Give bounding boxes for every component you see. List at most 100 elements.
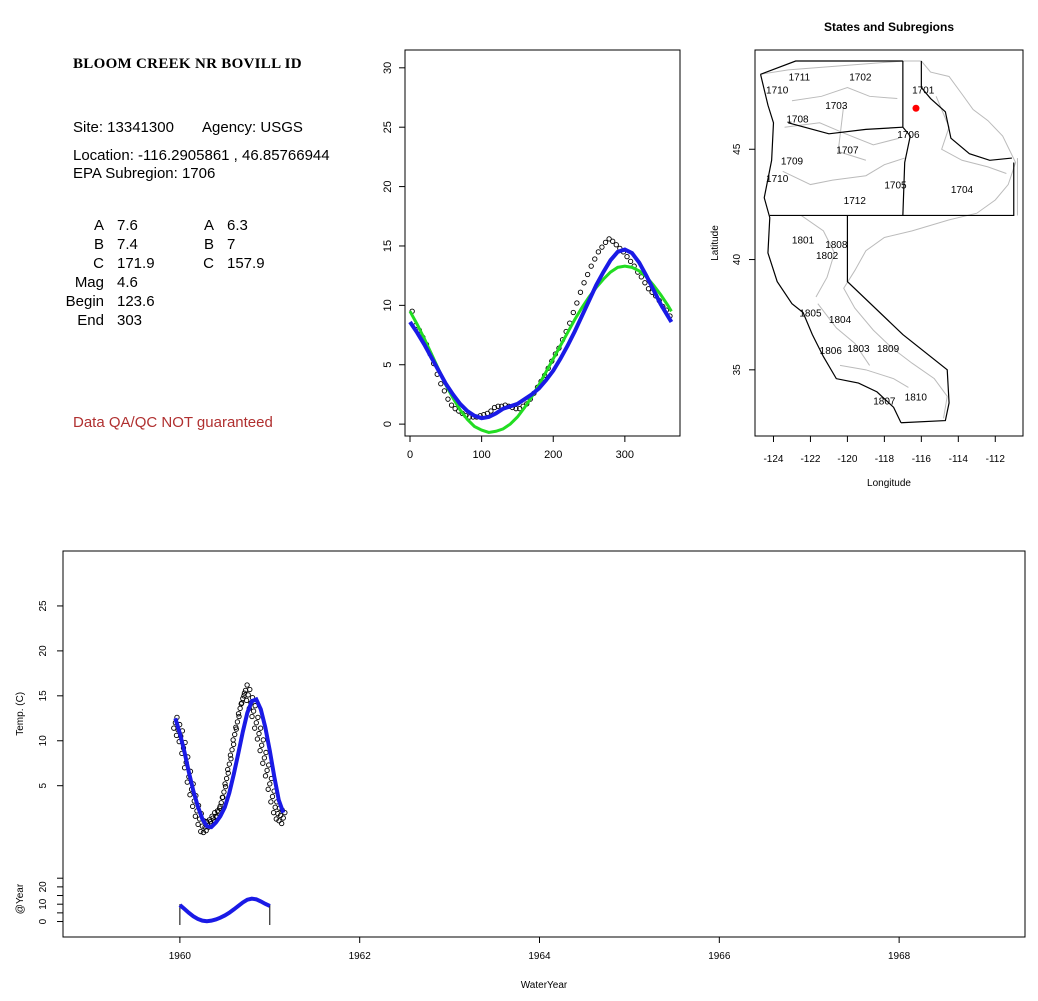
y-tick-label: 15 [38, 690, 49, 702]
data-point [234, 719, 241, 725]
data-point [265, 786, 271, 792]
qa-note: Data QA/QC NOT guaranteed [73, 414, 273, 431]
region-label: 1709 [781, 156, 804, 167]
param-right-value: 6.3 [227, 217, 248, 234]
data-point [244, 682, 250, 688]
x-tick-label: -118 [875, 454, 895, 465]
data-point [229, 747, 235, 753]
region-label: 1712 [844, 196, 867, 207]
data-point [223, 775, 230, 782]
data-point [256, 730, 262, 737]
region-boundary [784, 122, 900, 146]
site-number: Site: 13341300 [73, 119, 174, 136]
param-left-value: 7.4 [117, 236, 138, 253]
data-point [581, 280, 587, 286]
region-boundary [791, 86, 898, 102]
inset-y-tick-label: 0 [38, 918, 49, 924]
data-point [445, 396, 451, 402]
state-border [769, 162, 1015, 217]
data-point [198, 828, 204, 835]
data-point [277, 812, 284, 819]
data-point [230, 737, 236, 743]
region-label: 1809 [877, 344, 900, 355]
location: Location: -116.2905861 , 46.85766944 [73, 147, 330, 164]
state-border [760, 60, 903, 75]
x-tick-label: 1960 [169, 951, 192, 962]
data-point [259, 742, 265, 748]
data-point [225, 770, 231, 776]
data-point [574, 300, 580, 306]
data-point [219, 794, 225, 801]
data-point [236, 713, 242, 720]
agency: Agency: USGS [202, 119, 303, 136]
x-tick-label: 200 [544, 449, 562, 461]
y-tick-label: 20 [38, 645, 49, 657]
data-point [228, 756, 234, 762]
region-boundary [817, 303, 871, 366]
data-point [516, 406, 523, 412]
param-right-name: C [203, 255, 214, 272]
data-point [225, 766, 231, 773]
param-right-value: 7 [227, 236, 236, 253]
y-tick-label: 5 [382, 362, 394, 368]
data-point [280, 815, 286, 821]
region-label: 1702 [849, 72, 872, 83]
param-left-name: End [77, 312, 104, 329]
y-axis-label: Latitude [710, 225, 721, 261]
data-point [267, 781, 273, 787]
data-point [252, 725, 258, 731]
data-point [254, 736, 261, 742]
data-point [588, 263, 594, 269]
state-border [902, 61, 911, 216]
data-point [232, 731, 238, 738]
param-right-value: 157.9 [227, 255, 265, 272]
region-label: 1803 [847, 344, 870, 355]
data-point [260, 737, 266, 743]
x-tick-label: -114 [949, 454, 969, 465]
data-point [255, 714, 261, 721]
data-point [276, 818, 282, 824]
region-boundary [839, 364, 909, 388]
x-tick-label: 1968 [888, 951, 911, 962]
x-tick-label: -112 [986, 454, 1006, 465]
data-point [606, 236, 612, 242]
data-point [221, 789, 227, 795]
y-tick-label: 25 [38, 600, 49, 612]
data-point [570, 309, 576, 316]
region-label: 1705 [884, 181, 907, 192]
data-point [264, 767, 270, 774]
data-point [577, 289, 584, 295]
data-point [190, 803, 196, 810]
region-label: 1802 [816, 251, 839, 262]
region-label: 1707 [836, 145, 859, 156]
param-left-value: 4.6 [117, 274, 138, 291]
data-point [233, 724, 239, 730]
region-boundary [935, 96, 1007, 174]
region-label: 1710 [766, 174, 789, 185]
region-outline [760, 60, 1017, 419]
epa-subregion: EPA Subregion: 1706 [73, 165, 216, 182]
y-tick-label: 15 [382, 240, 394, 252]
region-label: 1801 [792, 236, 815, 247]
data-point [241, 693, 247, 699]
data-point [642, 280, 648, 286]
data-point [238, 701, 244, 707]
y-axis-label: Temp. (C) [15, 692, 26, 736]
data-point [192, 813, 199, 819]
x-tick-label: 1962 [349, 951, 372, 962]
data-point [245, 692, 251, 698]
region-label: 1807 [873, 397, 896, 408]
timeseries-frame [62, 550, 1026, 938]
x-tick-label: 1966 [708, 951, 731, 962]
data-point [195, 821, 201, 828]
data-point [448, 402, 455, 408]
data-point [187, 792, 193, 798]
data-point [452, 406, 458, 412]
state-border [846, 215, 950, 424]
data-point [216, 805, 223, 811]
data-point [261, 755, 268, 761]
region-label: 1706 [897, 130, 920, 141]
y-tick-label: 5 [38, 782, 49, 788]
region-label: 1805 [799, 308, 822, 319]
x-tick-label: 300 [616, 449, 634, 461]
